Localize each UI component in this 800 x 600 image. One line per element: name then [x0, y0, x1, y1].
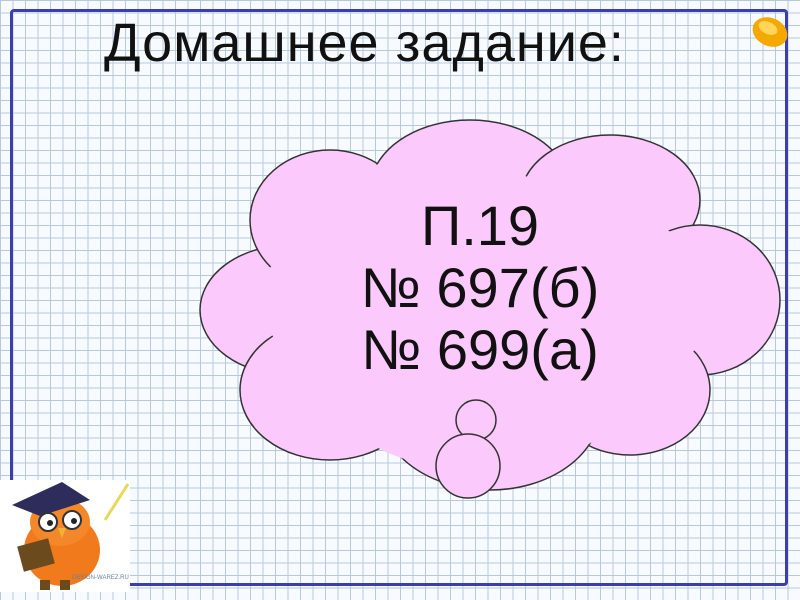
homework-text: П.19 № 697(б) № 699(а): [290, 195, 670, 381]
slide-frame: [10, 9, 788, 586]
owl-teacher-icon: DESIGN-WAREZ.RU: [0, 480, 130, 592]
homework-paragraph: П.19: [420, 194, 540, 257]
owl-watermark: DESIGN-WAREZ.RU: [72, 575, 129, 581]
homework-exercise-2: № 699(а): [361, 318, 599, 381]
thought-bubble-large: [435, 433, 501, 499]
slide-title: Домашнее задание:: [104, 13, 625, 73]
gold-coin-icon: [752, 17, 788, 47]
homework-exercise-1: № 697(б): [360, 256, 600, 319]
